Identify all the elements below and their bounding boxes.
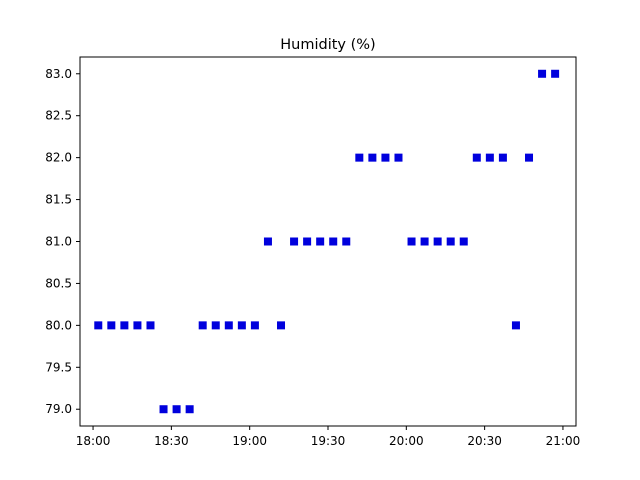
y-tick-label: 79.5 xyxy=(45,360,72,374)
data-point xyxy=(159,405,168,414)
x-tick-label: 21:00 xyxy=(546,434,581,448)
data-point xyxy=(446,237,455,246)
y-tick-label: 80.0 xyxy=(45,318,72,332)
y-tick-label: 80.5 xyxy=(45,276,72,290)
x-axis: 18:00 18:30 19:00 19:30 20:00 20:30 21:00 xyxy=(76,426,580,448)
chart-title: Humidity (%) xyxy=(280,37,375,53)
data-point xyxy=(237,321,246,330)
data-point xyxy=(185,405,194,414)
data-point xyxy=(224,321,233,330)
data-point xyxy=(355,153,364,162)
data-point xyxy=(263,237,272,246)
data-point xyxy=(146,321,155,330)
x-tick-label: 20:30 xyxy=(467,434,502,448)
data-point xyxy=(290,237,299,246)
data-point xyxy=(485,153,494,162)
y-tick-label: 79.0 xyxy=(45,402,72,416)
data-points xyxy=(94,69,560,414)
data-point xyxy=(107,321,116,330)
data-point xyxy=(394,153,403,162)
x-tick-label: 20:00 xyxy=(389,434,424,448)
x-tick-label: 19:00 xyxy=(232,434,267,448)
data-point xyxy=(120,321,129,330)
y-tick-label: 82.0 xyxy=(45,151,72,165)
data-point xyxy=(538,69,547,78)
data-point xyxy=(368,153,377,162)
x-tick-label: 18:00 xyxy=(76,434,111,448)
data-point xyxy=(133,321,142,330)
x-tick-label: 18:30 xyxy=(154,434,189,448)
x-tick-label: 19:30 xyxy=(311,434,346,448)
y-tick-label: 82.5 xyxy=(45,109,72,123)
data-point xyxy=(498,153,507,162)
data-point xyxy=(420,237,429,246)
y-tick-label: 83.0 xyxy=(45,67,72,81)
data-point xyxy=(250,321,259,330)
data-point xyxy=(316,237,325,246)
y-axis: 79.0 79.5 80.0 80.5 81.0 81.5 82.0 82.5 83.0 xyxy=(45,67,80,416)
data-point xyxy=(342,237,351,246)
data-point xyxy=(303,237,312,246)
plot-frame xyxy=(79,56,577,427)
data-point xyxy=(211,321,220,330)
data-point xyxy=(277,321,286,330)
data-point xyxy=(198,321,207,330)
data-point xyxy=(472,153,481,162)
y-tick-label: 81.5 xyxy=(45,193,72,207)
data-point xyxy=(433,237,442,246)
data-point xyxy=(511,321,520,330)
data-point xyxy=(94,321,103,330)
y-tick-label: 81.0 xyxy=(45,235,72,249)
data-point xyxy=(381,153,390,162)
data-point xyxy=(407,237,416,246)
data-point xyxy=(551,69,560,78)
data-point xyxy=(525,153,534,162)
data-point xyxy=(329,237,338,246)
data-point xyxy=(459,237,468,246)
data-point xyxy=(172,405,181,414)
